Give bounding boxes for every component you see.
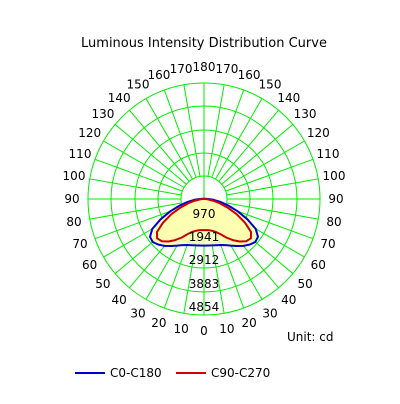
angle-label: 50 — [297, 277, 312, 291]
unit-label: Unit: cd — [287, 330, 334, 344]
angle-label: 30 — [262, 306, 277, 320]
angle-label: 0 — [200, 324, 208, 338]
grid-spoke-220 — [129, 109, 190, 182]
angle-label: 160 — [238, 68, 261, 82]
angle-label: 90 — [64, 192, 79, 206]
grid-spoke-160 — [211, 89, 245, 178]
grid-spoke-210 — [145, 98, 193, 180]
grid-spoke-150 — [215, 98, 263, 180]
angle-label: 50 — [95, 277, 110, 291]
radial-tick-label: 970 — [193, 207, 216, 221]
angle-label: 40 — [112, 293, 127, 307]
intensity-curve-c90-c270 — [156, 197, 252, 243]
angle-label: 160 — [147, 68, 170, 82]
angle-label: 90 — [328, 192, 343, 206]
angle-label: 130 — [294, 107, 317, 121]
angle-label: 150 — [127, 78, 150, 92]
angle-label: 100 — [323, 169, 346, 183]
grid-spoke-100 — [226, 178, 319, 196]
grid-spoke-190 — [183, 84, 201, 177]
angle-label: 140 — [277, 91, 300, 105]
angle-label: 170 — [170, 62, 193, 76]
grid-spoke-170 — [207, 84, 225, 177]
angle-label: 20 — [241, 316, 256, 330]
angle-label: 80 — [66, 215, 81, 229]
grid-spoke-200 — [163, 89, 197, 178]
legend-label-c0-c180: C0-C180 — [110, 366, 162, 380]
angle-label: 60 — [311, 258, 326, 272]
grid-spoke-240 — [103, 140, 185, 188]
angle-label: 150 — [259, 78, 282, 92]
angle-label: 100 — [63, 169, 86, 183]
legend: C0-C180 C90-C270 — [75, 366, 270, 380]
legend-label-c90-c270: C90-C270 — [211, 366, 270, 380]
grid-spoke-130 — [221, 124, 294, 185]
angle-label: 120 — [307, 126, 330, 140]
grid-spoke-230 — [114, 124, 187, 185]
angle-label: 60 — [82, 258, 97, 272]
angle-label: 10 — [173, 322, 188, 336]
radial-tick-label: 3883 — [189, 277, 220, 291]
grid-spoke-250 — [94, 158, 183, 192]
radial-tick-label: 4854 — [189, 300, 220, 314]
angle-label: 80 — [326, 215, 341, 229]
angle-label: 130 — [91, 107, 114, 121]
grid-spoke-80 — [226, 202, 319, 220]
grid-spoke-120 — [223, 140, 305, 188]
angle-label: 140 — [108, 91, 131, 105]
radial-tick-label: 1941 — [189, 230, 220, 244]
grid-spoke-260 — [89, 178, 182, 196]
angle-label: 110 — [69, 147, 92, 161]
angle-label: 20 — [151, 316, 166, 330]
intensity-fill-2 — [157, 198, 251, 242]
angle-label: 170 — [215, 62, 238, 76]
angle-label: 10 — [219, 322, 234, 336]
angle-label: 70 — [320, 237, 335, 251]
angle-label: 70 — [72, 237, 87, 251]
angle-label: 120 — [78, 126, 101, 140]
radial-tick-label: 2912 — [189, 253, 220, 267]
angle-label: 180 — [193, 60, 216, 74]
grid-spoke-140 — [218, 109, 279, 182]
angle-label: 40 — [281, 293, 296, 307]
grid-spoke-110 — [225, 158, 314, 192]
angle-label: 110 — [317, 147, 340, 161]
angle-label: 30 — [130, 306, 145, 320]
intensity-curves — [149, 197, 259, 247]
grid-spoke-280 — [89, 202, 182, 220]
chart-title: Luminous Intensity Distribution Curve — [81, 36, 327, 51]
